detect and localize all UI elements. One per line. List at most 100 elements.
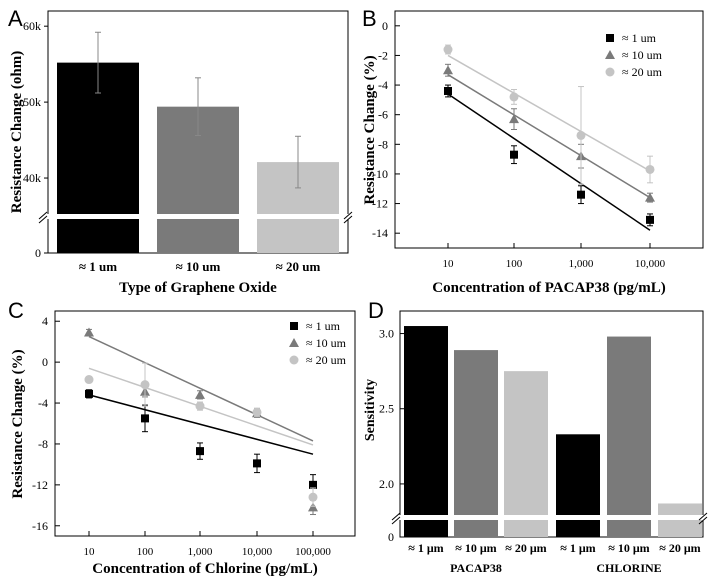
data-point xyxy=(510,150,518,159)
x-tick-label: 100 xyxy=(137,546,154,558)
x-tick-label: 1,000 xyxy=(569,258,594,270)
fit-line xyxy=(88,335,314,442)
data-point xyxy=(443,45,453,55)
x-tick-label: ≈ 20 um xyxy=(276,259,321,274)
bar xyxy=(556,434,600,537)
axis-break-mark xyxy=(38,215,48,224)
y-tick-label: -4 xyxy=(38,396,48,410)
legend-label: ≈ 20 um xyxy=(622,65,663,79)
y-tick-label: -10 xyxy=(372,167,388,181)
data-point xyxy=(509,114,519,124)
legend-label: ≈ 10 um xyxy=(306,336,347,350)
data-point xyxy=(509,92,519,102)
legend-marker xyxy=(289,338,299,347)
x-tick-label: ≈ 20 μm xyxy=(505,541,546,555)
axis-break-mark xyxy=(698,512,708,521)
y-tick-label: 0 xyxy=(382,19,388,33)
legend-label: ≈ 1 um xyxy=(306,319,341,333)
x-tick-label: 10 xyxy=(443,258,455,270)
data-point xyxy=(576,130,586,140)
panel-c-ylabel: Resistance Change (%) xyxy=(10,349,26,498)
panel-b-frame xyxy=(394,10,704,249)
bar xyxy=(57,62,139,253)
panel-a-ylabel: Resistance Change (ohm) xyxy=(9,51,25,214)
legend-marker xyxy=(290,322,298,330)
fit-line xyxy=(447,54,651,172)
panel-d-group-label-chlorine: CHLORINE xyxy=(596,561,661,575)
data-point xyxy=(84,375,94,385)
x-tick-label: 100,000 xyxy=(295,546,331,558)
data-point xyxy=(195,401,205,411)
data-point xyxy=(309,480,317,489)
panel-c-frame xyxy=(54,310,356,537)
x-tick-label: 1,000 xyxy=(188,546,213,558)
axis-break-mark xyxy=(343,215,353,224)
axis-break-mark xyxy=(343,211,353,220)
data-point xyxy=(646,215,654,224)
x-tick-label: 10,000 xyxy=(242,546,273,558)
x-tick-label: ≈ 1 um xyxy=(79,259,117,274)
y-tick-label: -12 xyxy=(372,197,388,211)
data-point xyxy=(645,192,655,202)
x-tick-label: 10 xyxy=(84,546,96,558)
y-tick-label: -2 xyxy=(378,48,388,62)
x-tick-label: ≈ 20 μm xyxy=(659,541,700,555)
x-tick-label: 10,000 xyxy=(635,258,666,270)
x-tick-label: ≈ 10 um xyxy=(176,259,221,274)
data-point xyxy=(196,447,204,456)
panel-label-d: D xyxy=(368,298,384,323)
axis-break-mark xyxy=(391,516,401,525)
axis-break-band xyxy=(396,515,707,520)
data-point xyxy=(645,164,655,174)
legend-marker xyxy=(605,67,615,77)
y-tick-label: 50k xyxy=(23,95,41,109)
y-tick-label: -12 xyxy=(32,478,48,492)
y-tick-label: -16 xyxy=(32,519,48,533)
data-point xyxy=(140,380,150,390)
y-tick-label: 3.0 xyxy=(379,327,394,341)
y-tick-label: -6 xyxy=(378,108,388,122)
axis-break-mark xyxy=(698,516,708,525)
legend-label: ≈ 1 um xyxy=(622,31,657,45)
panel-b-chart: 0 -2 -4 -6 -8 -10 -12 -14 10 100 1,000 10,000 ≈ 1 um… xyxy=(362,10,704,296)
fit-line xyxy=(447,93,651,231)
data-point xyxy=(141,414,149,423)
bar xyxy=(404,326,448,537)
data-point xyxy=(252,407,262,417)
panel-a-chart: 0 40k 50k 60k ≈ 1 um ≈ 10 um ≈ 20 um Type of … xyxy=(9,10,353,296)
legend-marker xyxy=(605,50,615,59)
panel-a-xlabel: Type of Graphene Oxide xyxy=(119,280,277,296)
panel-b-ylabel: Resistance Change (%) xyxy=(362,55,378,204)
panel-b-xlabel: Concentration of PACAP38 (pg/mL) xyxy=(432,280,665,296)
y-tick-label: 2.5 xyxy=(379,402,394,416)
axis-break-mark xyxy=(391,512,401,521)
x-tick-label: ≈ 1 μm xyxy=(408,541,443,555)
y-tick-label: 40k xyxy=(23,171,41,185)
x-tick-label: ≈ 10 μm xyxy=(455,541,496,555)
x-tick-label: 100 xyxy=(506,258,523,270)
data-point xyxy=(443,65,453,75)
panel-c-chart: 4 0 -4 -8 -12 -16 10 100 1,000 10,000 100,000 ≈ 1 u… xyxy=(10,310,356,577)
legend-label: ≈ 10 um xyxy=(622,48,663,62)
panel-d-chart: ≈ 1 μm ≈ 10 μm ≈ 20 μm ≈ 1 μm ≈ 10 μm ≈ 20 μm… xyxy=(363,310,708,575)
axis-break-mark xyxy=(38,211,48,220)
y-tick-label: 0 xyxy=(35,246,41,260)
panel-d-group-label-pacap38: PACAP38 xyxy=(450,561,502,575)
legend-marker xyxy=(606,34,614,42)
panel-d-frame xyxy=(399,310,704,538)
bar xyxy=(607,336,651,537)
panel-c-xlabel: Concentration of Chlorine (pg/mL) xyxy=(92,561,317,577)
data-point xyxy=(253,459,261,468)
fit-line xyxy=(88,394,314,455)
data-point xyxy=(444,86,452,95)
legend-label: ≈ 20 um xyxy=(306,353,347,367)
panel-d-ylabel: Sensitivity xyxy=(363,379,378,441)
y-tick-label: -8 xyxy=(378,137,388,151)
data-point xyxy=(195,389,205,399)
y-tick-label: 0 xyxy=(388,530,394,544)
y-tick-label: 4 xyxy=(42,314,48,328)
legend-marker xyxy=(289,355,299,365)
y-tick-label: 0 xyxy=(42,355,48,369)
y-tick-label: -4 xyxy=(378,78,388,92)
bar xyxy=(504,371,548,537)
